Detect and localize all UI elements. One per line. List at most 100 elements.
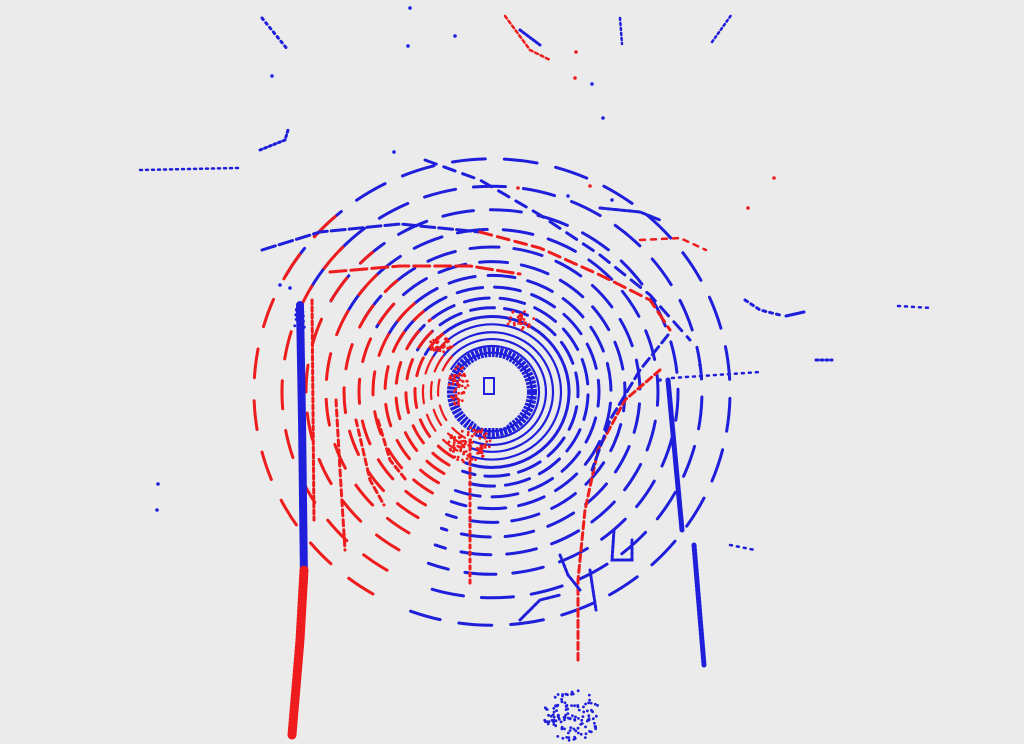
bottom-blob-point	[574, 715, 577, 719]
rear-red-cluster-point	[452, 441, 456, 445]
left-red-cluster-point	[457, 383, 460, 387]
bottom-blob-point	[584, 702, 587, 706]
front-red-point	[520, 328, 524, 331]
rear-red-cluster-point	[453, 455, 457, 459]
bottom-blob-point	[572, 727, 576, 731]
rear-red-cluster-point	[476, 451, 479, 455]
front-red-point	[523, 310, 526, 313]
wall-top-cluster-point	[302, 319, 305, 323]
stray-point	[566, 194, 570, 198]
red-ring-10	[357, 290, 427, 507]
blue-ring-11	[362, 245, 642, 539]
bottom-blob-point	[585, 709, 589, 713]
bottom-blob-point	[582, 705, 585, 709]
left-red-cluster-point	[452, 390, 456, 393]
stray-point	[573, 76, 577, 80]
rear-red-cluster-point	[480, 450, 484, 454]
blue-ring-14	[308, 184, 704, 600]
left-red-cluster-point	[454, 379, 457, 382]
front-left-red-point	[432, 348, 436, 352]
left-red-cluster-point	[454, 367, 458, 371]
front-red-point	[527, 325, 530, 329]
left-red-cluster-point	[458, 372, 462, 376]
front-red-point	[508, 319, 512, 323]
rear-red-cluster-point	[485, 440, 489, 443]
bottom-blob-point	[547, 720, 551, 724]
stray-point	[658, 378, 662, 382]
rear-red-cluster-point	[473, 432, 476, 436]
bottom-blob-point	[554, 724, 558, 728]
bottom-blob-point	[560, 698, 563, 701]
blue-ring-9	[387, 273, 613, 511]
red-ring-15	[252, 211, 375, 596]
rear-red-cluster-point	[474, 458, 477, 461]
wall-top-cluster-point	[297, 308, 301, 312]
right-wall-upper	[665, 377, 685, 533]
scattered-points	[155, 6, 776, 742]
left-wall-blue	[296, 301, 308, 584]
top-arc-blue	[260, 222, 482, 252]
far-red-1	[503, 14, 552, 62]
left-red-cluster-point	[456, 365, 460, 368]
rear-red-cluster-point	[478, 436, 482, 440]
blue-ring-7	[407, 296, 590, 488]
bottom-blob-point	[552, 710, 556, 714]
rear-red-cluster-point	[469, 426, 472, 430]
rear-red-cluster-point	[469, 444, 472, 448]
bottom-blob-point	[565, 736, 569, 739]
front-left-red-point	[435, 341, 439, 345]
sensor-icon	[483, 377, 495, 395]
far-line-left	[138, 166, 240, 172]
wall-top-cluster-point	[293, 324, 297, 328]
left-red-cluster-point	[464, 386, 467, 390]
rear-red-cluster-point	[466, 431, 470, 434]
red-ring-13	[304, 250, 401, 552]
rear-red-cluster-point	[483, 436, 487, 440]
bottom-blob-point	[568, 729, 572, 732]
left-red-cluster-point	[448, 377, 451, 380]
stray-point	[453, 34, 457, 38]
bottom-blob-point	[554, 719, 558, 723]
bottom-blob-point	[543, 706, 547, 710]
left-red-cluster-point	[450, 395, 453, 399]
bottom-blob-point	[589, 701, 593, 705]
rear-red-cluster-point	[462, 452, 465, 456]
blue-ring-4	[431, 323, 563, 461]
blue-ring-3	[438, 331, 555, 453]
wall-top-cluster-point	[300, 329, 304, 333]
rear-red-cluster-point	[470, 434, 474, 438]
bottom-blob-point	[563, 716, 567, 719]
bottom-blob-point	[564, 713, 567, 717]
left-red-cluster-point	[461, 380, 465, 383]
bottom-blob-point	[573, 704, 576, 708]
red-ring-3	[429, 345, 463, 445]
bottom-blob-point	[570, 690, 574, 694]
outer-arc	[423, 158, 692, 342]
bottom-blob-point	[584, 732, 588, 736]
bottom-blob-point	[573, 718, 576, 721]
bottom-blob-point	[574, 729, 578, 733]
rear-red-cluster-point	[464, 440, 468, 444]
left-wall-red	[287, 565, 309, 740]
rear-red-cluster-point	[479, 446, 482, 450]
bottom-blob-point	[561, 693, 564, 696]
stray-point	[601, 116, 605, 120]
right-cluster	[743, 298, 782, 317]
bottom-blob-point	[581, 715, 585, 718]
stray-point	[610, 198, 614, 202]
bottom-blob-point	[591, 717, 595, 721]
front-left-red-point	[437, 337, 440, 340]
left-red-cluster-point	[454, 373, 457, 377]
far-pole-2	[618, 16, 624, 46]
stray-point	[156, 482, 160, 486]
red-ring-8	[383, 310, 440, 485]
bottom-blob-point	[596, 704, 599, 707]
front-left-red-point	[448, 345, 452, 349]
rear-red-cluster-point	[482, 434, 486, 437]
left-red-cluster-point	[457, 391, 460, 395]
wall-top-cluster-point	[296, 306, 299, 310]
left-red-cluster-point	[451, 382, 455, 386]
bottom-blob-point	[563, 701, 567, 705]
front-left-red-point	[438, 349, 442, 352]
bottom-blob-point	[552, 706, 556, 710]
